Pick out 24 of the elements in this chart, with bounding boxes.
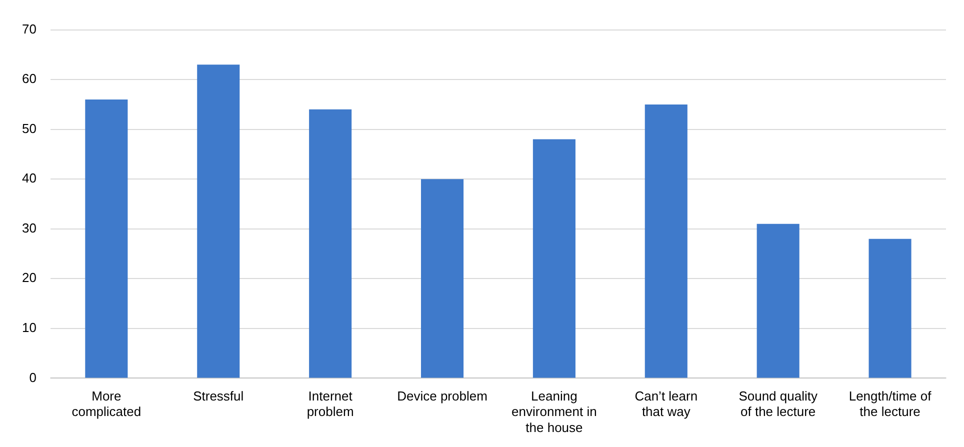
x-tick-label: More complicated [72, 388, 142, 420]
y-tick-label: 60 [22, 71, 36, 86]
bar [532, 139, 576, 378]
y-tick-label: 10 [22, 320, 36, 336]
bar [420, 179, 464, 378]
bar [644, 104, 688, 378]
x-tick-label: Internet problem [306, 388, 354, 420]
bar [309, 109, 352, 378]
x-tick-label: Device problem [397, 388, 488, 404]
y-tick-label: 50 [22, 120, 36, 136]
y-tick-label: 20 [22, 270, 36, 286]
y-tick-label: 0 [29, 370, 36, 385]
y-tick-label: 40 [22, 170, 36, 186]
bar [756, 224, 800, 378]
y-tick-label: 70 [22, 21, 36, 36]
bar [85, 99, 128, 378]
x-tick-label: Leaning environment in the house [512, 388, 597, 435]
x-tick-label: Stressful [193, 388, 244, 404]
bar [868, 238, 912, 378]
x-tick-label: Length/time of the lecture [848, 388, 932, 420]
y-tick-label: 30 [22, 220, 36, 236]
bar [197, 64, 240, 378]
x-tick-label: Can’t learn that way [634, 388, 698, 420]
x-tick-label: Sound quality of the lecture [738, 388, 818, 420]
